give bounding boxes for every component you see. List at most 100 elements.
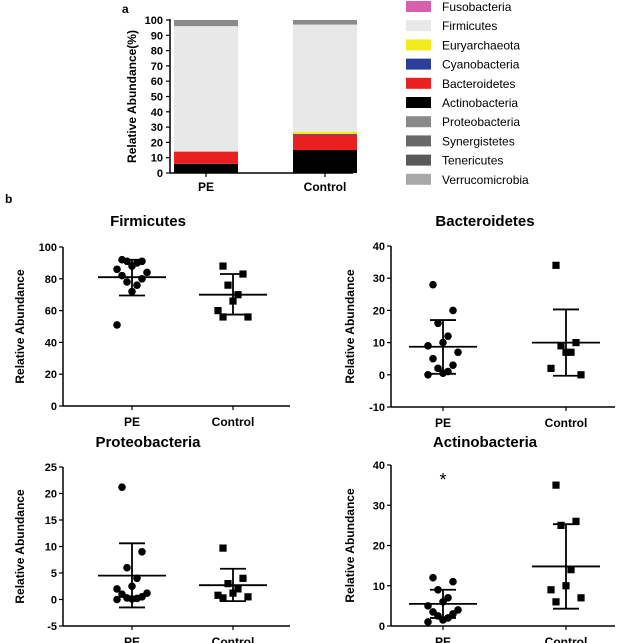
- legend-label-euryarchaeota: Euryarchaeota: [442, 38, 520, 52]
- legend-swatch-cyanobacteria: [406, 58, 431, 70]
- data-point: [113, 585, 121, 593]
- y-tick-label: 100: [39, 242, 57, 254]
- data-point: [424, 618, 432, 626]
- y-tick-label: 40: [373, 241, 385, 253]
- y-tick-label: 90: [151, 30, 163, 42]
- data-point: [224, 281, 232, 289]
- y-tick-label: 20: [45, 369, 57, 381]
- chart-title: Bacteroidetes: [435, 213, 534, 230]
- legend-label-tenericutes: Tenericutes: [442, 154, 503, 168]
- legend-label-proteobacteria: Proteobacteria: [442, 115, 520, 129]
- bar-segment-firmicutes: [174, 26, 238, 152]
- data-point: [219, 262, 227, 270]
- y-tick-label: 60: [151, 76, 163, 88]
- data-point: [429, 573, 437, 582]
- bar-segment-proteobacteria: [293, 20, 357, 25]
- x-tick-label: Control: [304, 180, 347, 194]
- legend-label-fusobacteria: Fusobacteria: [442, 0, 512, 14]
- data-point: [219, 313, 227, 321]
- data-point: [449, 361, 457, 369]
- actinobacteria-scatter-chart: Actinobacteria Relative Abundance 0 10 20 30 4…: [343, 434, 615, 643]
- data-point: [214, 591, 222, 599]
- y-tick-label: 50: [151, 92, 163, 104]
- data-point: [244, 313, 252, 321]
- legend-swatch-proteobacteria: [406, 116, 431, 128]
- data-point: [434, 364, 442, 373]
- x-tick-label: PE: [124, 635, 140, 643]
- x-tick-label: Control: [545, 635, 588, 643]
- data-point: [118, 483, 126, 491]
- legend-swatch-bacteroidetes: [406, 77, 431, 89]
- data-point: [138, 548, 146, 556]
- data-point: [239, 574, 247, 582]
- legend-label-bacteroidetes: Bacteroidetes: [442, 77, 515, 91]
- y-tick-label: 60: [45, 306, 57, 318]
- bar-segment-bacteroidetes: [293, 134, 357, 151]
- bar-segment-bacteroidetes: [174, 151, 238, 164]
- x-tick-label: Control: [545, 416, 588, 430]
- data-point: [113, 265, 121, 274]
- data-point: [113, 595, 121, 604]
- bar-segment-proteobacteria: [174, 20, 238, 27]
- data-point: [219, 544, 227, 552]
- y-tick-label: 70: [151, 61, 163, 73]
- y-tick-label: 0: [379, 621, 385, 633]
- x-tick-label: Control: [212, 415, 255, 429]
- y-tick-label: 10: [45, 542, 57, 554]
- data-point: [424, 371, 432, 379]
- bar-segment-cyanobacteria: [293, 133, 357, 135]
- bacteroidetes-scatter-chart: Bacteroidetes Relative Abundance -10 0 10 20 3…: [343, 213, 615, 430]
- y-tick-label: 30: [373, 273, 385, 285]
- y-tick-label: 10: [373, 338, 385, 350]
- bar-segment-actinobacteria: [293, 150, 357, 173]
- data-point: [552, 261, 560, 269]
- bar-segment-actinobacteria: [174, 163, 238, 173]
- data-point: [547, 364, 555, 372]
- y-tick-label: 5: [51, 568, 57, 580]
- legend-label-synergistetes: Synergistetes: [442, 134, 515, 148]
- stacked-bar-chart: 0 10 20 30 40 50 60 70 80 90 100 Relative Abundance…: [125, 0, 529, 194]
- data-point: [449, 306, 457, 315]
- y-tick-label: 0: [51, 595, 57, 607]
- data-point: [449, 577, 457, 586]
- data-point: [424, 342, 432, 350]
- y-axis-label: Relative Abundance: [13, 489, 27, 604]
- data-point: [133, 281, 141, 289]
- data-point: [557, 342, 565, 350]
- data-point: [444, 332, 452, 340]
- chart-title: Firmicutes: [110, 213, 186, 230]
- y-axis-label: Relative Abundance: [13, 269, 27, 384]
- firmicutes-scatter-chart: Firmicutes Relative Abundance 0 20 40 60 80 100…: [13, 213, 290, 429]
- x-tick-label: Control: [212, 635, 255, 643]
- y-tick-label: 0: [157, 168, 163, 180]
- y-tick-label: 15: [45, 515, 57, 527]
- x-tick-label: PE: [435, 635, 451, 643]
- y-axis-label: Relative Abundance: [343, 269, 357, 384]
- data-point: [224, 580, 232, 588]
- y-tick-label: 20: [45, 489, 57, 501]
- y-tick-label: 20: [373, 541, 385, 553]
- data-point: [234, 585, 242, 593]
- bar-segment-firmicutes: [293, 24, 357, 132]
- legend-swatch-fusobacteria: [406, 1, 431, 12]
- legend-swatch-euryarchaeota: [406, 39, 431, 51]
- y-tick-label: 30: [373, 500, 385, 512]
- data-point: [552, 598, 560, 606]
- data-point: [118, 271, 126, 280]
- chart-title: Proteobacteria: [95, 434, 201, 451]
- significance-annotation: *: [439, 470, 446, 490]
- y-tick-label: 40: [45, 337, 57, 349]
- legend-swatch-synergistetes: [406, 135, 431, 147]
- data-point: [577, 371, 585, 379]
- y-tick-label: 40: [151, 107, 163, 119]
- y-tick-label: 20: [373, 305, 385, 317]
- y-axis-label: Relative Abundance: [343, 488, 357, 603]
- data-point: [572, 517, 580, 525]
- y-tick-label: 40: [373, 460, 385, 472]
- legend-label-cyanobacteria: Cyanobacteria: [442, 58, 520, 72]
- y-tick-label: 80: [151, 46, 163, 58]
- y-tick-label: 10: [373, 581, 385, 593]
- data-point: [567, 348, 575, 356]
- y-axis-label: Relative Abundance(%): [125, 30, 139, 163]
